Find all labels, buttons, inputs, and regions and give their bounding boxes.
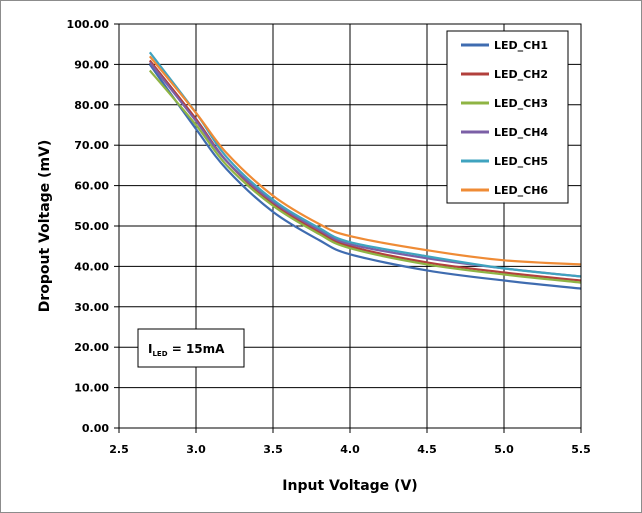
legend-label: LED_CH6 bbox=[494, 184, 548, 197]
legend-label: LED_CH1 bbox=[494, 39, 548, 52]
y-tick-label: 10.00 bbox=[74, 382, 109, 395]
y-tick-label: 40.00 bbox=[74, 260, 109, 273]
y-tick-label: 30.00 bbox=[74, 301, 109, 314]
series-line-led-ch3 bbox=[148, 69, 582, 284]
legend-box bbox=[446, 30, 569, 204]
annotation-rest: = 15mA bbox=[168, 342, 226, 356]
series-lines bbox=[148, 51, 582, 290]
legend-label: LED_CH2 bbox=[494, 68, 548, 81]
legend-label: LED_CH5 bbox=[494, 155, 548, 168]
x-tick-label: 5.5 bbox=[571, 443, 591, 456]
annotation-text: ILED = 15mA bbox=[148, 342, 225, 358]
y-axis-title: Dropout Voltage (mV) bbox=[37, 140, 53, 313]
x-tick-label: 2.5 bbox=[109, 443, 129, 456]
x-tick-label: 3.0 bbox=[186, 443, 206, 456]
y-tick-label: 80.00 bbox=[74, 99, 109, 112]
y-axis-ticks: 0.00 10.00 20.00 30.00 40.00 50.00 60.00 70.00 8… bbox=[67, 18, 119, 435]
plot-border bbox=[118, 23, 582, 429]
series-line-led-ch1 bbox=[148, 63, 582, 290]
x-tick-label: 4.5 bbox=[417, 443, 437, 456]
y-tick-label: 70.00 bbox=[74, 139, 109, 152]
y-tick-label: 100.00 bbox=[67, 18, 110, 31]
y-tick-label: 50.00 bbox=[74, 220, 109, 233]
x-tick-label: 5.0 bbox=[494, 443, 514, 456]
y-tick-label: 0.00 bbox=[82, 422, 109, 435]
current-annotation: ILED = 15mA bbox=[137, 328, 245, 368]
legend-label: LED_CH4 bbox=[494, 126, 548, 139]
annotation-subscript: LED bbox=[152, 350, 167, 358]
y-tick-label: 20.00 bbox=[74, 341, 109, 354]
x-axis-title: Input Voltage (V) bbox=[282, 478, 417, 494]
annotation-box bbox=[137, 328, 245, 368]
y-tick-label: 90.00 bbox=[74, 58, 109, 71]
legend-label: LED_CH3 bbox=[494, 97, 548, 110]
y-tick-label: 60.00 bbox=[74, 180, 109, 193]
x-tick-label: 4.0 bbox=[340, 443, 360, 456]
x-tick-label: 3.5 bbox=[263, 443, 283, 456]
series-line-led-ch6 bbox=[148, 55, 582, 266]
annotation-main: I bbox=[148, 342, 152, 356]
legend: LED_CH1 LED_CH2 LED_CH3 LED_CH4 LED_CH5 LED_C… bbox=[446, 30, 569, 204]
x-axis-ticks: 2.5 3.0 3.5 4.0 4.5 5.0 5.5 bbox=[109, 428, 591, 456]
